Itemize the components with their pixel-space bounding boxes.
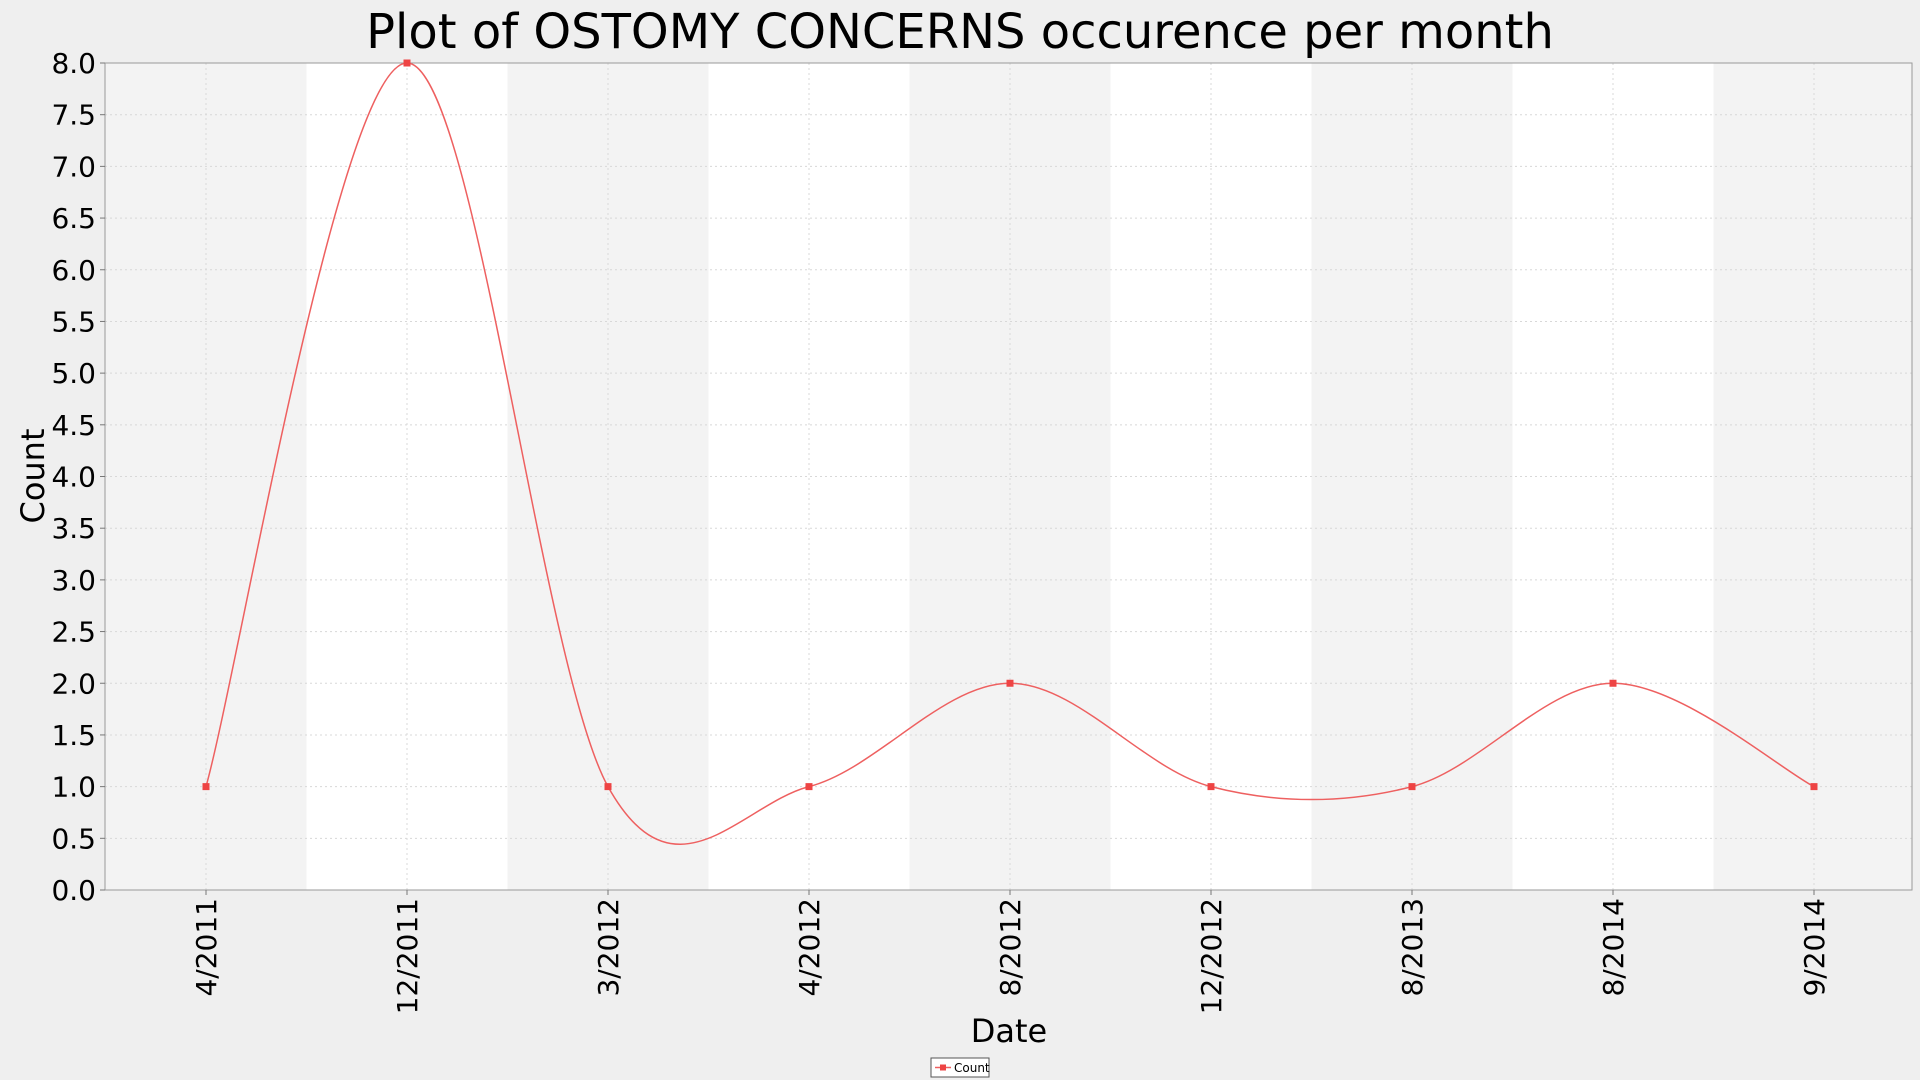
- data-point-8: [1810, 783, 1818, 791]
- x-tick-label: 3/2012: [592, 898, 625, 997]
- y-tick-label: 3.0: [51, 564, 96, 597]
- data-point-3: [805, 783, 813, 791]
- data-point-7: [1609, 679, 1617, 687]
- band-8: [1713, 63, 1912, 890]
- y-axis-label: Count: [14, 428, 52, 523]
- y-tick-label: 1.0: [51, 771, 96, 804]
- y-tick-label: 1.5: [51, 719, 96, 752]
- y-tick-label: 4.0: [51, 461, 96, 494]
- x-tick-label: 8/2014: [1597, 898, 1630, 997]
- y-tick-label: 5.5: [51, 305, 96, 338]
- y-tick-label: 6.5: [51, 202, 96, 235]
- x-tick-label: 12/2012: [1195, 898, 1228, 1014]
- x-tick-label: 4/2012: [793, 898, 826, 997]
- y-tick-label: 8.0: [51, 47, 96, 80]
- data-point-1: [403, 59, 411, 67]
- series-count: [202, 59, 1818, 845]
- x-axis-ticks: 4/2011 12/2011 3/2012 4/2012 8/2012 12/2012 8/…: [190, 890, 1831, 1014]
- y-tick-label: 0.0: [51, 874, 96, 907]
- y-tick-label: 4.5: [51, 409, 96, 442]
- legend-label: Count: [954, 1061, 990, 1075]
- y-axis-ticks: 0.0 0.5 1.0 1.5 2.0 2.5 3.0 3.5 4.0 4.5 5.0 5.5 6.0 6…: [51, 47, 105, 907]
- y-tick-label: 7.5: [51, 99, 96, 132]
- y-tick-label: 7.0: [51, 150, 96, 183]
- legend-box: [930, 1057, 990, 1078]
- data-point-6: [1408, 783, 1416, 791]
- legend: Count: [930, 1057, 990, 1078]
- x-tick-label: 4/2011: [190, 898, 223, 997]
- data-point-0: [202, 783, 210, 791]
- y-tick-label: 0.5: [51, 822, 96, 855]
- chart-title: Plot of OSTOMY CONCERNS occurence per mo…: [366, 4, 1554, 60]
- band-3: [708, 63, 910, 890]
- y-tick-label: 2.5: [51, 616, 96, 649]
- x-tick-label: 9/2014: [1798, 898, 1831, 997]
- x-tick-label: 8/2012: [994, 898, 1027, 997]
- band-7: [1512, 63, 1714, 890]
- x-axis-label: Date: [971, 1012, 1047, 1050]
- legend-marker: [940, 1064, 946, 1071]
- data-point-5: [1207, 783, 1215, 791]
- y-tick-label: 2.0: [51, 667, 96, 700]
- data-point-2: [604, 783, 612, 791]
- band-2: [507, 63, 709, 890]
- y-tick-label: 5.0: [51, 357, 96, 390]
- x-tick-label: 12/2011: [391, 898, 424, 1014]
- data-point-4: [1006, 679, 1014, 687]
- x-tick-label: 8/2013: [1396, 898, 1429, 997]
- y-tick-label: 3.5: [51, 512, 96, 545]
- series-line-0: [205, 62, 1815, 845]
- y-tick-label: 6.0: [51, 254, 96, 287]
